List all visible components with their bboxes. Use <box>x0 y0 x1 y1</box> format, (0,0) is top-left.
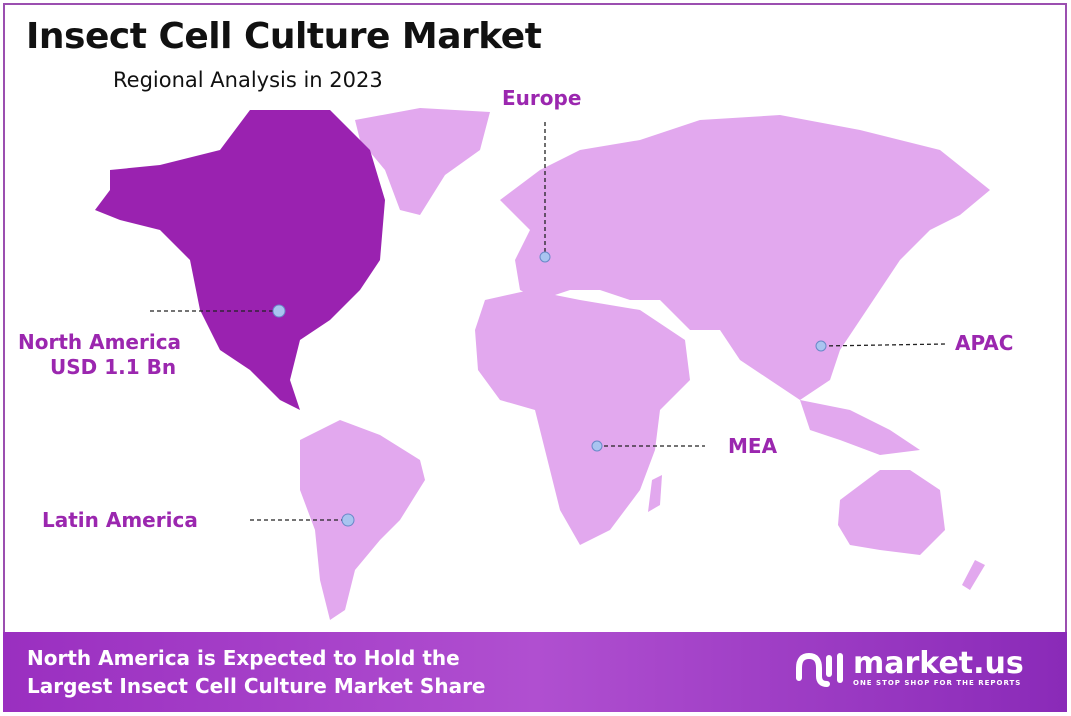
australia <box>838 470 945 555</box>
label-latin-america: Latin America <box>42 508 198 532</box>
page-title: Insect Cell Culture Market <box>26 16 542 57</box>
new-zealand <box>962 560 985 590</box>
label-europe: Europe <box>502 86 582 110</box>
market-us-logo: market.us ONE STOP SHOP FOR THE REPORTS <box>793 648 1024 688</box>
latin-america-marker <box>341 513 355 527</box>
footer-line-1: North America is Expected to Hold the <box>27 646 460 670</box>
logo-tagline: ONE STOP SHOP FOR THE REPORTS <box>853 679 1022 687</box>
label-north-america-value: USD 1.1 Bn <box>50 355 177 379</box>
apac-marker <box>815 340 827 352</box>
europe-marker <box>539 251 551 263</box>
page-subtitle: Regional Analysis in 2023 <box>113 68 383 92</box>
logo-mark-icon <box>796 652 843 687</box>
north-america-region <box>95 110 385 410</box>
footer-line-2: Largest Insect Cell Culture Market Share <box>27 674 486 698</box>
madagascar <box>648 475 662 512</box>
south-america <box>300 420 425 620</box>
north-america-marker <box>272 304 286 318</box>
africa <box>475 290 690 545</box>
greenland <box>355 108 490 215</box>
europe-asia <box>500 115 990 400</box>
label-north-america: North America <box>18 330 182 354</box>
label-apac: APAC <box>955 331 1014 355</box>
logo-name: market.us <box>853 646 1024 681</box>
mea-marker <box>591 440 603 452</box>
southeast-asia <box>800 400 920 455</box>
label-mea: MEA <box>728 434 778 458</box>
footer-banner: North America is Expected to Hold the La… <box>3 632 1067 712</box>
